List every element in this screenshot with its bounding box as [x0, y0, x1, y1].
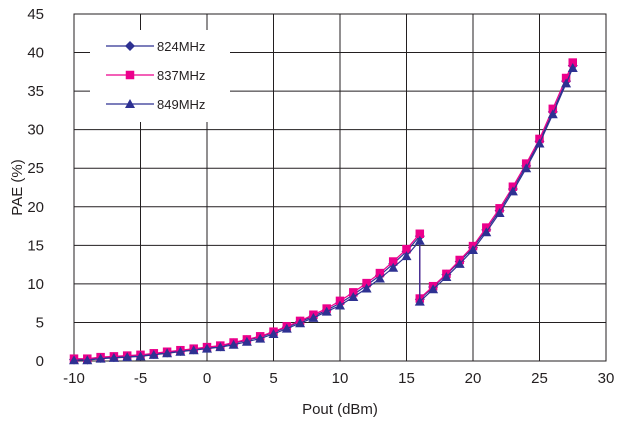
triangle-marker — [454, 258, 465, 268]
triangle-marker — [388, 262, 399, 272]
triangle-marker — [122, 352, 133, 362]
triangle-marker — [374, 273, 385, 283]
y-tick-label: 0 — [36, 353, 44, 370]
x-tick-label: 10 — [332, 370, 349, 387]
triangle-marker — [494, 207, 505, 217]
triangle-marker — [215, 342, 226, 352]
y-tick-label: 30 — [27, 122, 44, 139]
series-line — [74, 65, 574, 361]
triangle-marker — [414, 235, 425, 245]
plot-frame — [73, 13, 607, 362]
legend: 824MHz 837MHz 849MHz — [90, 30, 230, 122]
y-tick-label: 35 — [27, 83, 44, 100]
legend-item: 837MHz — [106, 68, 205, 83]
triangle-marker — [441, 271, 452, 281]
legend-item: 824MHz — [106, 39, 205, 54]
triangle-marker — [361, 283, 372, 293]
series-layer — [69, 58, 578, 365]
square-marker — [388, 257, 398, 266]
triangle-marker — [335, 300, 345, 310]
y-tick-label: 20 — [27, 199, 44, 216]
triangle-marker — [108, 352, 119, 362]
triangle-marker — [561, 78, 572, 88]
triangle-marker — [268, 329, 279, 339]
series-line — [74, 67, 574, 361]
triangle-marker — [162, 348, 173, 358]
y-tick-label: 25 — [27, 160, 44, 177]
series-3 — [69, 62, 578, 365]
triangle-marker — [255, 333, 266, 343]
y-axis-title: PAE (%) — [9, 159, 26, 215]
x-axis-ticks: -10 -5 0 5 10 15 20 25 30 — [63, 370, 614, 387]
triangle-marker — [481, 227, 492, 237]
square-marker — [548, 104, 558, 114]
x-tick-label: 25 — [531, 370, 548, 387]
triangle-marker — [521, 163, 532, 173]
x-tick-label: 20 — [465, 370, 482, 387]
triangle-marker — [281, 323, 292, 333]
triangle-marker — [468, 244, 478, 254]
y-tick-label: 45 — [27, 6, 44, 23]
x-tick-label: -10 — [63, 370, 85, 387]
triangle-marker — [547, 109, 558, 119]
square-marker — [362, 278, 371, 288]
series-line — [74, 62, 574, 360]
y-tick-label: 40 — [27, 45, 44, 62]
triangle-marker — [188, 345, 199, 355]
square-marker — [375, 268, 385, 278]
triangle-marker — [125, 99, 135, 108]
triangle-marker — [175, 346, 186, 356]
triangle-marker — [348, 291, 359, 301]
legend-label: 837MHz — [157, 68, 205, 83]
triangle-marker — [507, 186, 518, 196]
square-marker — [125, 70, 135, 80]
triangle-marker — [148, 349, 159, 359]
x-tick-label: 5 — [269, 370, 277, 387]
square-marker — [402, 244, 411, 254]
legend-item: 849MHz — [106, 97, 205, 112]
x-tick-label: 15 — [398, 370, 415, 387]
triangle-marker — [69, 355, 79, 365]
triangle-marker — [414, 296, 425, 306]
legend-box — [90, 30, 230, 122]
triangle-marker — [534, 138, 545, 148]
x-tick-label: -5 — [134, 370, 147, 387]
triangle-marker — [567, 62, 578, 72]
y-tick-label: 15 — [27, 237, 44, 254]
triangle-marker — [321, 306, 332, 316]
triangle-marker — [95, 353, 106, 363]
x-tick-label: 0 — [203, 370, 211, 387]
diamond-marker — [125, 41, 135, 51]
square-marker — [415, 229, 425, 239]
triangle-marker — [401, 251, 412, 261]
grid — [74, 14, 606, 361]
triangle-marker — [295, 318, 306, 328]
square-marker — [568, 58, 577, 67]
square-marker — [561, 73, 571, 83]
legend-label: 849MHz — [157, 97, 205, 112]
triangle-marker — [202, 343, 212, 353]
y-axis-ticks: 0 5 10 15 20 25 30 35 40 45 — [27, 6, 44, 370]
triangle-marker — [308, 312, 319, 322]
triangle-marker — [241, 336, 252, 346]
legend-label: 824MHz — [157, 39, 205, 54]
triangle-marker — [428, 284, 439, 294]
triangle-marker — [135, 351, 146, 361]
triangle-marker — [82, 355, 93, 365]
y-tick-label: 10 — [27, 276, 44, 293]
y-tick-label: 5 — [36, 314, 44, 331]
x-axis-title: Pout (dBm) — [302, 401, 378, 418]
x-tick-label: 30 — [598, 370, 615, 387]
triangle-marker — [228, 339, 239, 349]
